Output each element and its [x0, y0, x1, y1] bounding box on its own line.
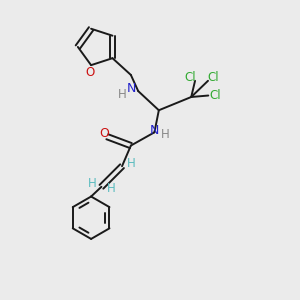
Text: H: H	[161, 128, 170, 141]
Text: H: H	[127, 157, 136, 170]
Text: O: O	[99, 127, 109, 140]
Text: N: N	[150, 124, 159, 137]
Text: Cl: Cl	[208, 71, 219, 84]
Text: Cl: Cl	[209, 89, 220, 102]
Text: H: H	[107, 182, 116, 195]
Text: O: O	[85, 66, 94, 79]
Text: Cl: Cl	[184, 71, 196, 84]
Text: H: H	[118, 88, 126, 101]
Text: H: H	[88, 177, 97, 190]
Text: N: N	[127, 82, 136, 95]
